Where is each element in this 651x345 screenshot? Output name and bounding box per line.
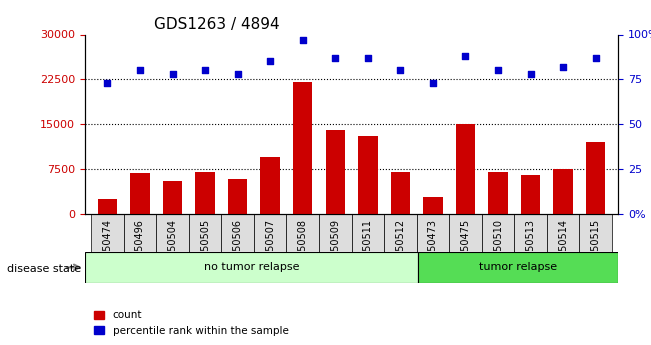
Bar	[358, 136, 378, 214]
FancyBboxPatch shape	[418, 252, 618, 283]
Bar	[319, 214, 352, 277]
Bar	[124, 214, 156, 277]
Bar	[423, 197, 443, 214]
Bar	[254, 214, 286, 277]
Bar	[417, 214, 449, 277]
Bar	[156, 214, 189, 277]
Bar	[586, 142, 605, 214]
Bar	[352, 214, 384, 277]
Bar	[189, 214, 221, 277]
Point	[200, 68, 210, 73]
Bar	[286, 214, 319, 277]
Text: disease state: disease state	[7, 264, 81, 274]
FancyBboxPatch shape	[85, 252, 418, 283]
Bar	[163, 181, 182, 214]
Bar	[456, 124, 475, 214]
Bar	[221, 214, 254, 277]
Bar	[449, 214, 482, 277]
Bar	[293, 82, 312, 214]
Bar	[488, 172, 508, 214]
Point	[525, 71, 536, 77]
Point	[363, 55, 373, 61]
Text: GDS1263 / 4894: GDS1263 / 4894	[154, 17, 280, 32]
Point	[135, 68, 145, 73]
Legend: count, percentile rank within the sample: count, percentile rank within the sample	[90, 306, 293, 340]
Bar	[130, 173, 150, 214]
Bar	[482, 214, 514, 277]
Bar	[391, 172, 410, 214]
Point	[265, 59, 275, 64]
Point	[590, 55, 601, 61]
Bar	[521, 175, 540, 214]
Bar	[514, 214, 547, 277]
Text: no tumor relapse: no tumor relapse	[204, 263, 299, 272]
Point	[102, 80, 113, 86]
Bar	[91, 214, 124, 277]
Point	[460, 53, 471, 59]
Bar	[384, 214, 417, 277]
Text: tumor relapse: tumor relapse	[479, 263, 557, 272]
Point	[395, 68, 406, 73]
Bar	[579, 214, 612, 277]
Point	[330, 55, 340, 61]
Point	[428, 80, 438, 86]
Point	[493, 68, 503, 73]
Point	[298, 37, 308, 43]
Point	[558, 64, 568, 70]
Bar	[260, 157, 280, 214]
Bar	[228, 179, 247, 214]
Bar	[326, 130, 345, 214]
Bar	[98, 199, 117, 214]
Point	[232, 71, 243, 77]
Bar	[547, 214, 579, 277]
Bar	[195, 172, 215, 214]
Point	[167, 71, 178, 77]
Bar	[553, 169, 573, 214]
